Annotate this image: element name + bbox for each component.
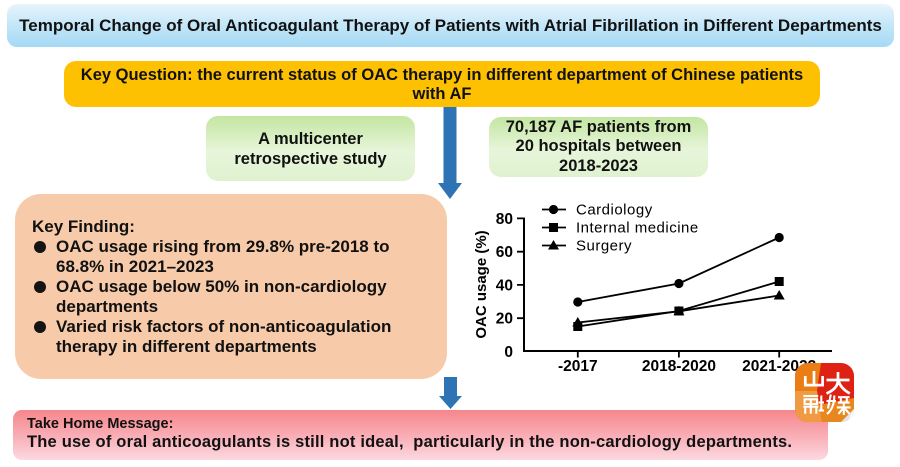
svg-text:Surgery: Surgery — [576, 238, 632, 255]
svg-text:Cardiology: Cardiology — [576, 202, 653, 219]
svg-text:20: 20 — [496, 311, 513, 328]
svg-text:40: 40 — [496, 277, 513, 294]
svg-text:-2017: -2017 — [558, 358, 598, 375]
svg-text:Internal medicine: Internal medicine — [576, 220, 699, 237]
svg-text:OAC usage (%): OAC usage (%) — [473, 230, 490, 338]
svg-text:60: 60 — [496, 244, 513, 261]
svg-text:0: 0 — [504, 344, 513, 361]
svg-text:80: 80 — [496, 211, 513, 228]
svg-text:2018-2020: 2018-2020 — [642, 358, 716, 375]
